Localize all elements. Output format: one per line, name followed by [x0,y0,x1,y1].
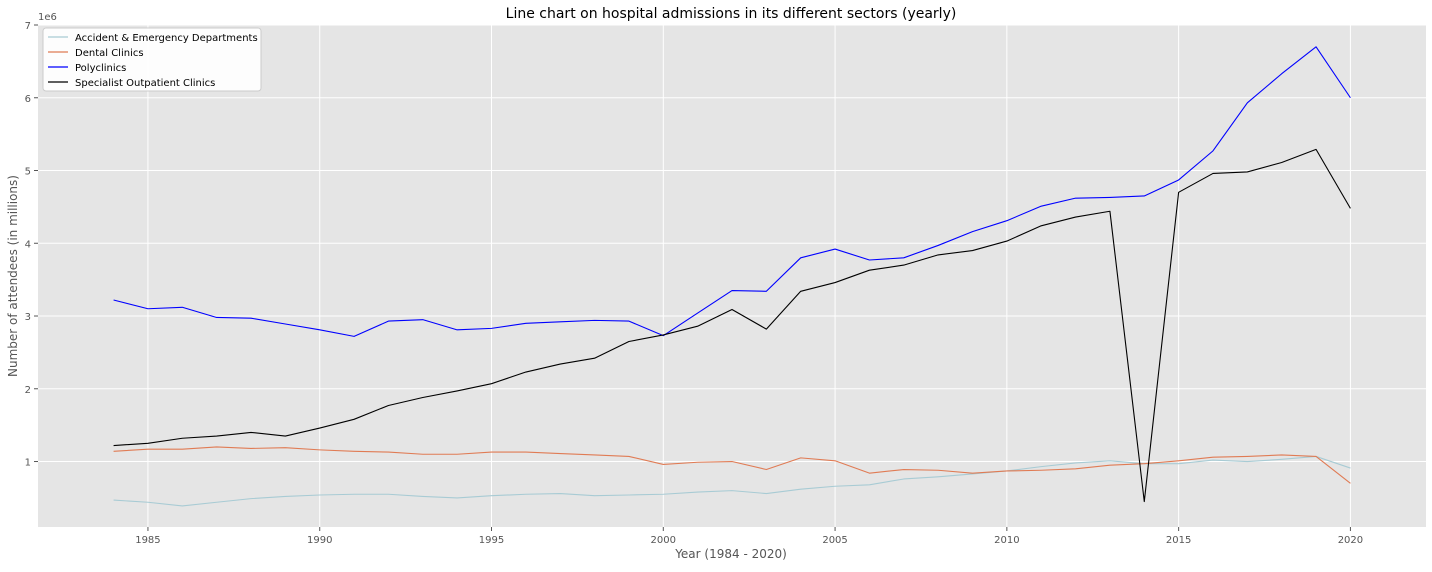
x-tick-label: 1990 [307,535,332,546]
series-lines [113,46,1351,507]
chart-title: Line chart on hospital admissions in its… [506,6,957,22]
plot-background [38,25,1426,527]
legend-items: Accident & Emergency Departments Dental C… [48,33,258,89]
series-line-polyclinics [113,46,1351,337]
y-tick-label: 3 [25,312,31,323]
y-axis-offset-label: 1e6 [38,12,57,23]
y-axis-ticks: 1 2 3 4 5 6 7 [25,21,38,469]
y-tick-label: 5 [25,167,31,178]
legend-label: Accident & Emergency Departments [75,33,258,44]
y-tick-label: 7 [25,21,31,32]
legend-label: Specialist Outpatient Clinics [75,78,215,89]
x-axis-ticks: 1985 1990 1995 2000 2005 2010 2015 2020 [135,527,1363,546]
legend-label: Polyclinics [75,63,126,74]
y-axis-label: Number of attendees (in millions) [6,175,20,377]
legend-label: Dental Clinics [75,48,144,59]
x-tick-label: 2020 [1338,535,1363,546]
series-line-dental-clinics [113,446,1351,484]
x-tick-label: 2010 [994,535,1019,546]
grid [38,24,1426,527]
y-tick-label: 1 [25,458,31,469]
legend-box [42,27,262,92]
x-tick-label: 2005 [822,535,847,546]
y-tick-label: 2 [25,385,31,396]
y-tick-label: 6 [25,94,31,105]
x-tick-label: 2000 [651,535,676,546]
x-tick-label: 1985 [135,535,160,546]
x-tick-label: 2015 [1166,535,1191,546]
x-tick-label: 1995 [479,535,504,546]
series-line-specialist-outpatient-clinics [113,148,1351,503]
x-axis-label: Year (1984 - 2020) [674,547,787,561]
legend: Accident & Emergency Departments Dental C… [42,27,262,92]
y-tick-label: 4 [25,239,31,250]
